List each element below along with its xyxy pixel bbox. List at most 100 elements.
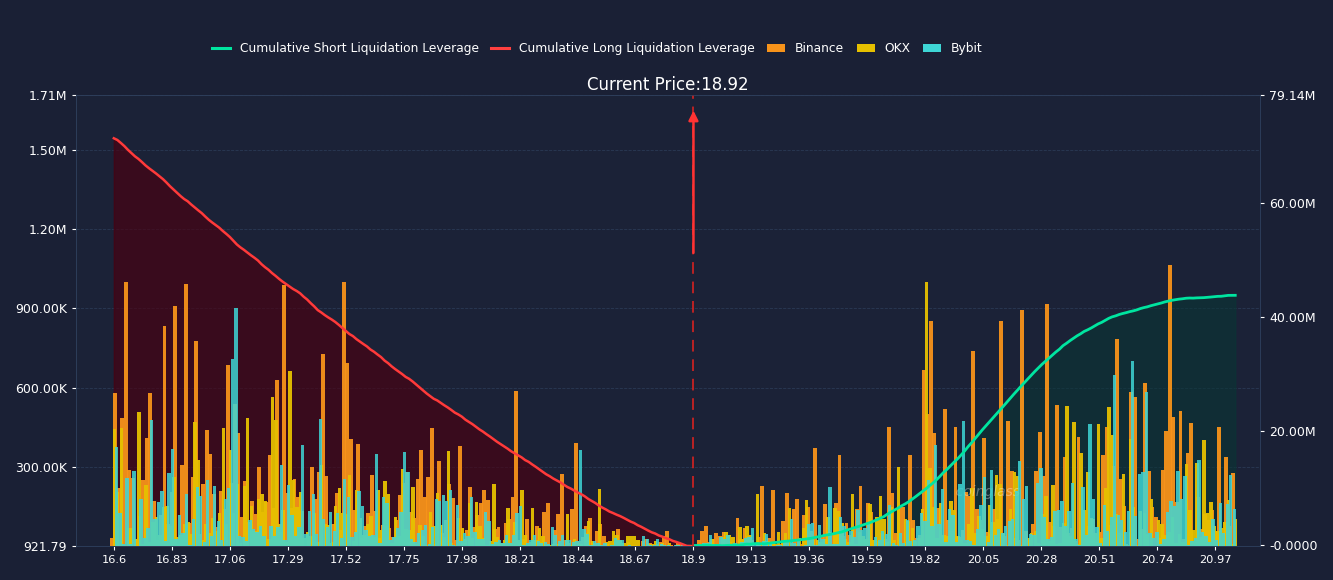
Bar — [1168, 532, 1170, 546]
Bar — [523, 545, 525, 546]
Bar — [837, 512, 840, 546]
Bar — [973, 545, 976, 546]
Bar — [447, 451, 449, 546]
Bar — [1140, 529, 1144, 546]
Bar — [1145, 392, 1148, 546]
Bar — [479, 526, 481, 546]
Bar — [125, 477, 128, 546]
Bar — [1213, 531, 1217, 546]
Bar — [272, 508, 276, 546]
Bar — [942, 535, 945, 546]
Bar — [252, 529, 255, 546]
Bar — [1178, 411, 1182, 546]
Bar — [189, 535, 193, 546]
Bar — [1212, 519, 1214, 546]
Bar — [1126, 545, 1129, 546]
Bar — [962, 421, 965, 546]
Bar — [732, 538, 734, 546]
Bar — [1226, 500, 1230, 546]
Bar — [848, 542, 850, 546]
Bar — [323, 519, 325, 546]
Bar — [1125, 544, 1128, 546]
Bar — [256, 531, 259, 546]
Bar — [571, 509, 575, 546]
Bar — [459, 541, 463, 546]
Bar — [275, 379, 279, 546]
Bar — [633, 536, 636, 546]
Bar — [854, 545, 857, 546]
Bar — [547, 543, 551, 546]
Bar — [1088, 525, 1090, 546]
Bar — [946, 520, 950, 546]
Bar — [940, 540, 944, 546]
Bar — [545, 545, 548, 546]
Bar — [289, 509, 293, 546]
Bar — [676, 543, 680, 546]
Bar — [1106, 531, 1109, 546]
Bar — [666, 545, 670, 546]
Bar — [331, 542, 333, 546]
Bar — [804, 545, 806, 546]
Bar — [742, 528, 746, 546]
Bar — [1016, 476, 1020, 546]
Bar — [858, 532, 861, 546]
Bar — [148, 393, 152, 546]
Bar — [308, 510, 312, 546]
Bar — [1000, 321, 1004, 546]
Bar — [644, 539, 648, 546]
Bar — [1034, 470, 1038, 546]
Bar — [203, 542, 205, 546]
Bar — [813, 448, 817, 546]
Bar — [391, 543, 393, 546]
Bar — [257, 467, 261, 546]
Bar — [1058, 543, 1061, 546]
Bar — [285, 494, 289, 546]
Bar — [1014, 491, 1018, 546]
Bar — [647, 543, 651, 546]
Bar — [782, 540, 786, 546]
Bar — [548, 545, 552, 546]
Bar — [503, 540, 507, 546]
Bar — [567, 542, 571, 546]
Bar — [812, 540, 816, 546]
Bar — [381, 496, 385, 546]
Bar — [335, 493, 339, 546]
Bar — [264, 501, 267, 546]
Bar — [560, 474, 564, 546]
Text: coinglass: coinglass — [946, 485, 1020, 499]
Bar — [922, 369, 926, 546]
Bar — [1213, 526, 1216, 546]
Bar — [643, 536, 645, 546]
Bar — [1185, 463, 1188, 546]
Bar — [1048, 541, 1050, 546]
Bar — [1136, 539, 1140, 546]
Bar — [900, 543, 904, 546]
Bar — [373, 512, 377, 546]
Bar — [531, 508, 535, 546]
Bar — [801, 528, 805, 546]
Bar — [1188, 510, 1192, 546]
Bar — [485, 545, 489, 546]
Bar — [806, 508, 809, 546]
Bar — [621, 541, 624, 546]
Bar — [884, 538, 886, 546]
Bar — [988, 505, 992, 546]
Bar — [384, 481, 387, 546]
Bar — [784, 533, 788, 546]
Bar — [411, 539, 413, 546]
Bar — [1164, 535, 1166, 546]
Bar — [1062, 457, 1066, 546]
Bar — [648, 543, 652, 546]
Bar — [965, 540, 969, 546]
Bar — [1065, 406, 1069, 546]
Bar — [663, 545, 666, 546]
Bar — [793, 543, 797, 546]
Bar — [296, 507, 299, 546]
Bar — [754, 543, 757, 546]
Bar — [584, 526, 588, 546]
Bar — [301, 445, 304, 546]
Bar — [481, 538, 485, 546]
Bar — [247, 418, 249, 546]
Bar — [180, 465, 184, 546]
Bar — [992, 509, 996, 546]
